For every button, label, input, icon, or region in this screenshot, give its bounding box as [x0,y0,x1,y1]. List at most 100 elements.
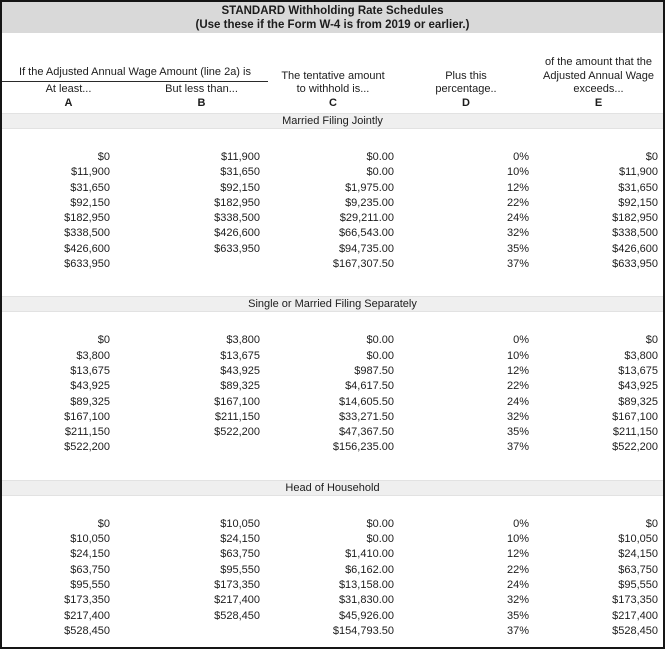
cell-e: $31,650 [618,181,658,194]
table-row: $426,600 $633,950 $94,735.00 35% $426,600 [2,242,663,257]
cell-b: $173,350 [214,578,260,591]
cell-d: 12% [506,548,529,561]
table-row: $211,150 $522,200 $47,367.50 35% $211,150 [2,425,663,440]
cell-e: $167,100 [612,410,658,423]
table-row: $0 $11,900 $0.00 0% $0 [2,150,663,165]
cell-d: 35% [506,426,529,439]
cell-a: $31,650 [70,181,110,194]
cell-d: 32% [506,594,529,607]
cell-a: $43,925 [70,380,110,393]
cell-e: $426,600 [612,242,658,255]
cell-d: 12% [506,364,529,377]
cell-e: $633,950 [612,258,658,271]
table-row: $173,350 $217,400 $31,830.00 32% $173,350 [2,593,663,608]
cell-c: $156,235.00 [332,441,394,454]
cell-b: $43,925 [220,364,260,377]
cell-e: $211,150 [612,426,658,439]
cell-d: 37% [506,441,529,454]
section-header: Married Filing Jointly [2,113,663,129]
cell-e: $92,150 [618,196,658,209]
table-row: $31,650 $92,150 $1,975.00 12% $31,650 [2,181,663,196]
column-header-tentative-amount: The tentative amount to withhold is... C [281,69,385,109]
table-row: $92,150 $182,950 $9,235.00 22% $92,150 [2,196,663,211]
cell-c: $14,605.50 [338,395,394,408]
cell-e: $522,200 [612,441,658,454]
column-group-title: If the Adjusted Annual Wage Amount (line… [2,66,268,82]
cell-a: $11,900 [71,166,110,179]
cell-c: $31,830.00 [338,594,394,607]
cell-c: $66,543.00 [338,227,394,240]
section-header: Head of Household [2,479,663,496]
cell-b: $426,600 [214,227,260,240]
cell-a: $10,050 [70,533,110,546]
cell-a: $426,600 [64,242,110,255]
column-letter-c: C [329,96,337,109]
cell-e: $3,800 [624,349,658,362]
column-group-wage-amount: If the Adjusted Annual Wage Amount (line… [2,66,268,111]
table-title-line1: STANDARD Withholding Rate Schedules [221,5,444,17]
section-header: Single or Married Filing Separately [2,296,663,313]
table-row: $89,325 $167,100 $14,605.50 24% $89,325 [2,395,663,410]
section-rows: $0 $11,900 $0.00 0% $0 $11,900 $31,650 $0.00 10%… [2,129,663,296]
table-title: STANDARD Withholding Rate Schedules (Use… [2,2,663,33]
table-row: $0 $10,050 $0.00 0% $0 [2,517,663,532]
cell-b: $528,450 [214,609,260,622]
cell-c: $29,211.00 [339,212,394,225]
cell-b: $182,950 [214,196,260,209]
cell-d: 22% [506,563,529,576]
cell-d: 0% [513,334,529,347]
cell-c: $0.00 [366,334,394,347]
cell-a: $89,325 [70,395,110,408]
cell-d: 35% [506,609,529,622]
cell-b: $24,150 [220,533,260,546]
cell-b: $522,200 [214,426,260,439]
cell-c: $6,162.00 [345,563,394,576]
column-header-amount-exceeds: of the amount that the Adjusted Annual W… [543,56,654,109]
column-header-at-least: At least... A [45,83,92,109]
cell-a: $95,550 [70,578,110,591]
cell-e: $95,550 [618,578,658,591]
section-rows: $0 $3,800 $0.00 0% $0 $3,800 $13,675 $0.00 10% $3… [2,312,663,479]
cell-a: $24,150 [70,548,110,561]
cell-a: $217,400 [64,609,110,622]
cell-a: $63,750 [70,563,110,576]
cell-d: 24% [506,212,529,225]
cell-a: $338,500 [64,227,110,240]
cell-a: $633,950 [64,258,110,271]
column-letter-d: D [462,96,470,109]
cell-e: $63,750 [618,563,658,576]
cell-a: $3,800 [76,349,110,362]
table-sections: Married Filing Jointly $0 $11,900 $0.00 0% $0… [2,113,663,645]
cell-e: $217,400 [612,609,658,622]
cell-c: $167,307.50 [332,258,394,271]
cell-b: $89,325 [220,380,260,393]
cell-d: 10% [506,349,529,362]
cell-b: $13,675 [220,349,260,362]
section-rows: $0 $10,050 $0.00 0% $0 $10,050 $24,150 $0.00 10%… [2,496,663,645]
cell-b: $11,900 [221,151,260,163]
cell-e: $11,900 [619,166,658,179]
cell-b: $633,950 [214,242,260,255]
cell-c: $0.00 [366,166,394,179]
cell-a: $92,150 [70,196,110,209]
cell-c: $13,158.00 [338,578,394,591]
cell-a: $173,350 [64,594,110,607]
cell-a: $182,950 [64,212,110,225]
table-row: $63,750 $95,550 $6,162.00 22% $63,750 [2,563,663,578]
table-row: $182,950 $338,500 $29,211.00 24% $182,950 [2,211,663,226]
cell-d: 22% [506,380,529,393]
cell-d: 10% [506,166,529,179]
cell-b: $3,800 [226,334,260,347]
cell-c: $0.00 [366,517,394,530]
cell-d: 12% [506,181,529,194]
cell-e: $338,500 [612,227,658,240]
table-row: $43,925 $89,325 $4,617.50 22% $43,925 [2,379,663,394]
cell-b: $95,550 [220,563,260,576]
table-row: $528,450 $154,793.50 37% $528,450 [2,624,663,639]
table-row: $338,500 $426,600 $66,543.00 32% $338,500 [2,226,663,241]
cell-b [136,624,268,639]
cell-d: 10% [506,533,529,546]
cell-c: $33,271.50 [338,410,394,423]
table-row: $633,950 $167,307.50 37% $633,950 [2,257,663,272]
cell-a: $13,675 [70,364,110,377]
